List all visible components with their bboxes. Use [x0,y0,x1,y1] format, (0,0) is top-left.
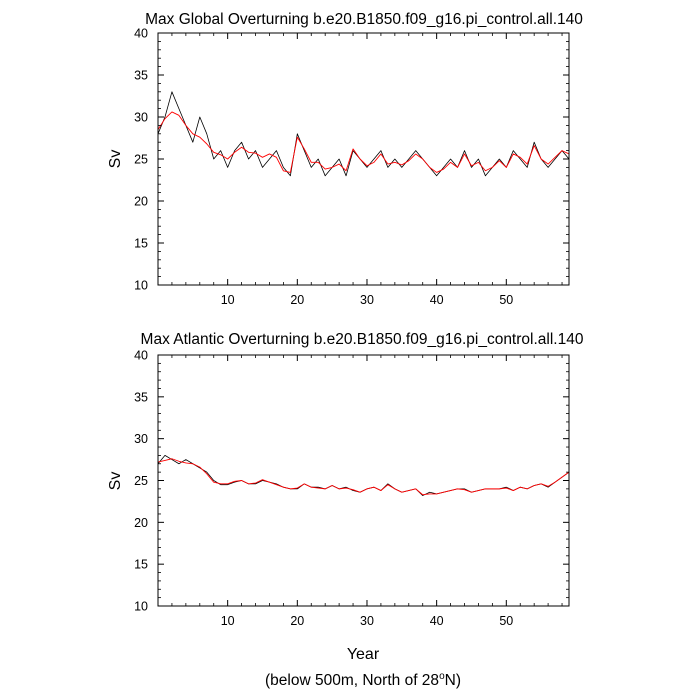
x-tick-label: 20 [290,293,304,307]
x-tick-label: 10 [221,614,235,628]
x-tick-label: 20 [290,614,304,628]
y-tick-label: 30 [134,432,148,446]
footnote-suffix: N) [445,672,461,689]
footnote: (below 500m, North of 28oN) [265,671,461,689]
y-tick-label: 40 [134,27,148,41]
y-tick-label: 20 [134,195,148,209]
series-line-monthly [157,91,570,177]
y-tick-label: 25 [134,153,148,167]
atlantic-y-axis-label: Sv [107,472,124,491]
global-plot-frame [157,32,570,286]
global-overturning-panel: Max Global Overturning b.e20.B1850.f09_g… [107,11,583,307]
global-chart-title: Max Global Overturning b.e20.B1850.f09_g… [145,11,583,28]
y-tick-label: 10 [134,600,148,614]
series-line-monthly [157,454,570,496]
y-tick-label: 15 [134,237,148,251]
x-tick-label: 40 [430,614,444,628]
x-tick-label: 50 [499,293,513,307]
x-tick-label: 30 [360,293,374,307]
atlantic-overturning-panel: Max Atlantic Overturning b.e20.B1850.f09… [107,331,584,663]
series-line-annual-mean [157,111,570,173]
y-tick-label: 15 [134,558,148,572]
atlantic-plot-frame [157,354,570,607]
footnote-superscript: o [439,671,445,682]
footnote-prefix: (below 500m, North of 28 [265,672,439,689]
x-tick-label: 40 [430,293,444,307]
series-line-annual-mean [157,458,570,496]
y-tick-label: 10 [134,279,148,293]
y-tick-label: 30 [134,111,148,125]
global-y-axis-label: Sv [107,150,124,169]
y-tick-label: 40 [134,349,148,363]
y-tick-label: 35 [134,69,148,83]
y-tick-label: 35 [134,390,148,404]
atlantic-x-axis-label: Year [347,646,380,663]
y-tick-label: 25 [134,474,148,488]
x-tick-label: 30 [360,614,374,628]
y-tick-label: 20 [134,516,148,530]
atlantic-chart-title: Max Atlantic Overturning b.e20.B1850.f09… [141,331,584,348]
x-tick-label: 10 [221,293,235,307]
x-tick-label: 50 [499,614,513,628]
